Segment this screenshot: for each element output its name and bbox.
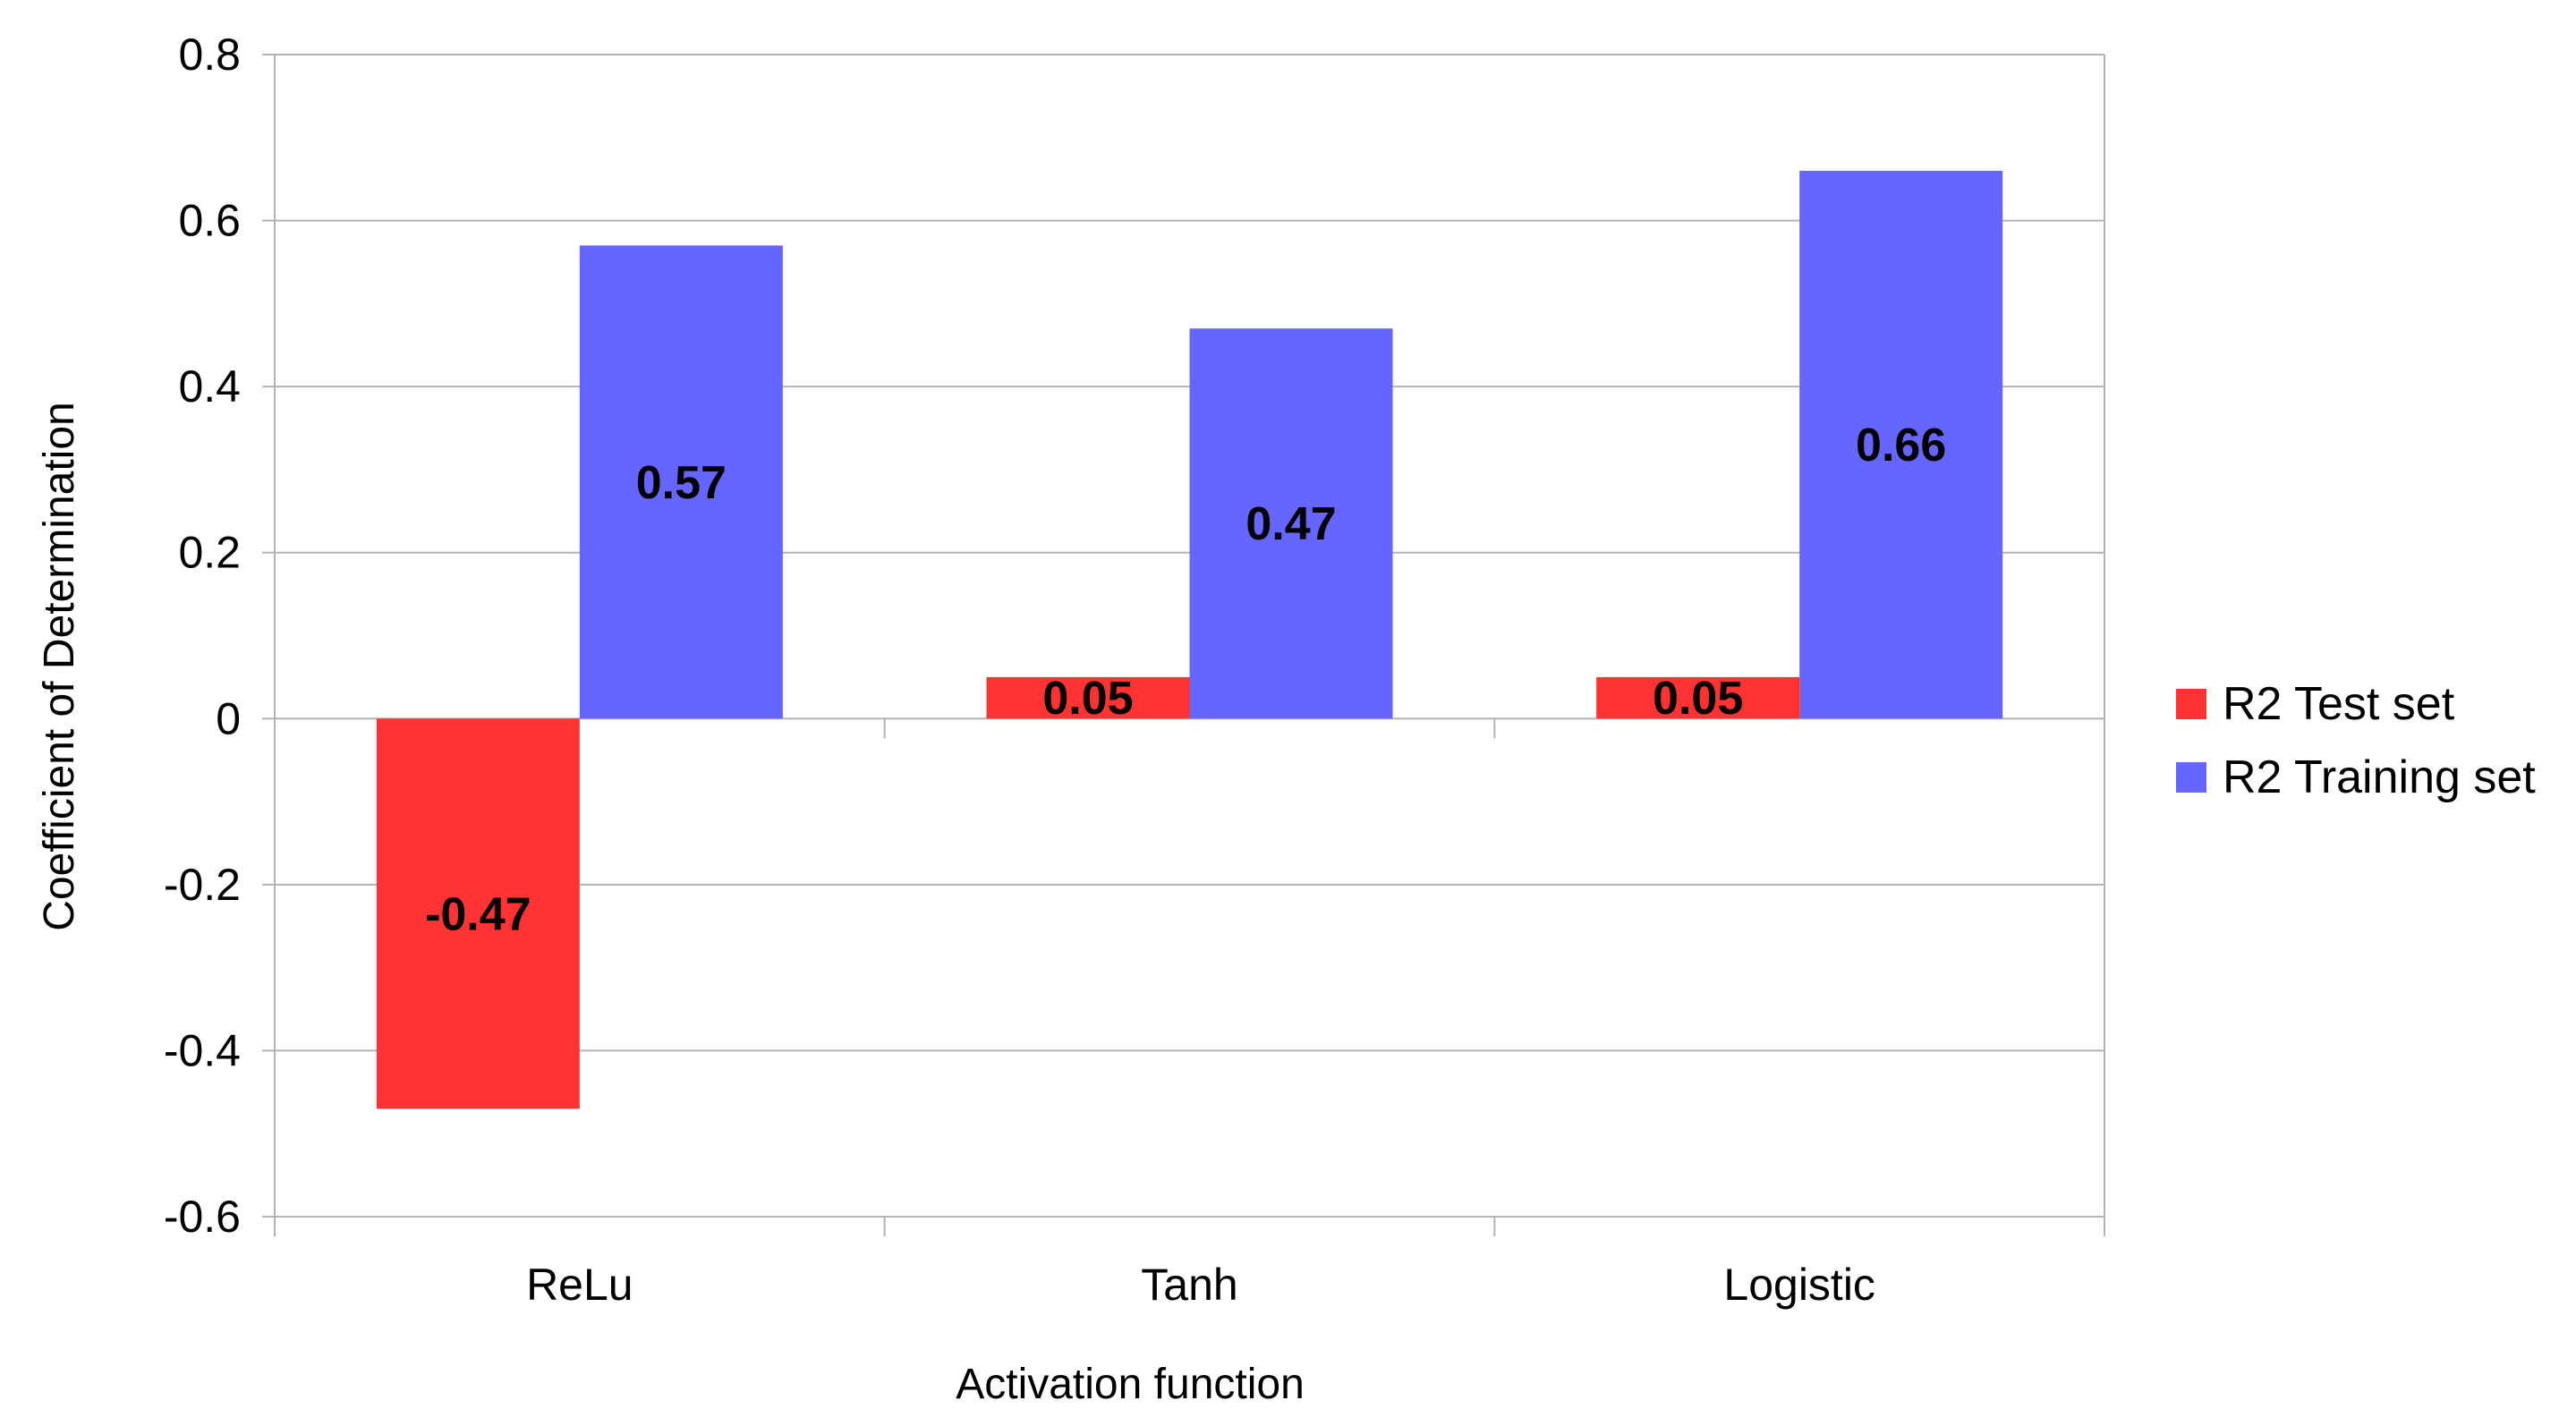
y-tick-label: 0.2 xyxy=(178,528,241,578)
data-labels: -0.47 0.57 0.05 0.47 0.05 0.66 xyxy=(425,420,1946,940)
x-axis-title: Activation function xyxy=(956,1361,1305,1408)
axes: -0.6 -0.4 -0.2 0 0.2 0.4 0.6 0.8 ReLu Tanh Logisti… xyxy=(164,30,2105,1310)
bar-r2-training-set-relu xyxy=(579,245,783,719)
y-tick-label: 0.8 xyxy=(178,30,241,80)
legend-label-r2-test-set: R2 Test set xyxy=(2223,678,2455,730)
y-axis-title: Coefficient of Determination xyxy=(36,402,83,930)
bar-r2-test-set-tanh xyxy=(986,676,1190,719)
x-tick-label: Logistic xyxy=(1723,1260,1875,1310)
legend-swatch-r2-training-set xyxy=(2176,762,2206,793)
data-label: 0.05 xyxy=(1653,673,1743,725)
legend-swatch-r2-test-set xyxy=(2176,689,2206,719)
bar-r2-training-set-logistic xyxy=(1799,170,2003,719)
bar-r2-test-set-logistic xyxy=(1596,676,1800,719)
y-tick-label: -0.2 xyxy=(164,860,241,910)
bars xyxy=(376,170,2003,1109)
y-tick-label: 0.6 xyxy=(178,196,241,246)
data-label: 0.57 xyxy=(636,457,727,509)
bar-r2-test-set-relu xyxy=(376,718,580,1109)
data-label: 0.47 xyxy=(1245,498,1336,550)
x-tick-label: Tanh xyxy=(1141,1260,1237,1310)
y-tick-label: -0.4 xyxy=(164,1025,241,1075)
legend: R2 Test set R2 Training set xyxy=(2176,678,2536,803)
y-tick-label: 0 xyxy=(216,693,241,743)
x-tick-label: ReLu xyxy=(526,1260,633,1310)
data-label: -0.47 xyxy=(425,888,531,940)
y-tick-label: 0.4 xyxy=(178,361,241,412)
data-label: 0.05 xyxy=(1042,673,1133,725)
data-label: 0.66 xyxy=(1856,420,1946,471)
y-tick-label: -0.6 xyxy=(164,1192,241,1242)
bar-r2-training-set-tanh xyxy=(1189,328,1393,719)
legend-label-r2-training-set: R2 Training set xyxy=(2223,751,2536,803)
